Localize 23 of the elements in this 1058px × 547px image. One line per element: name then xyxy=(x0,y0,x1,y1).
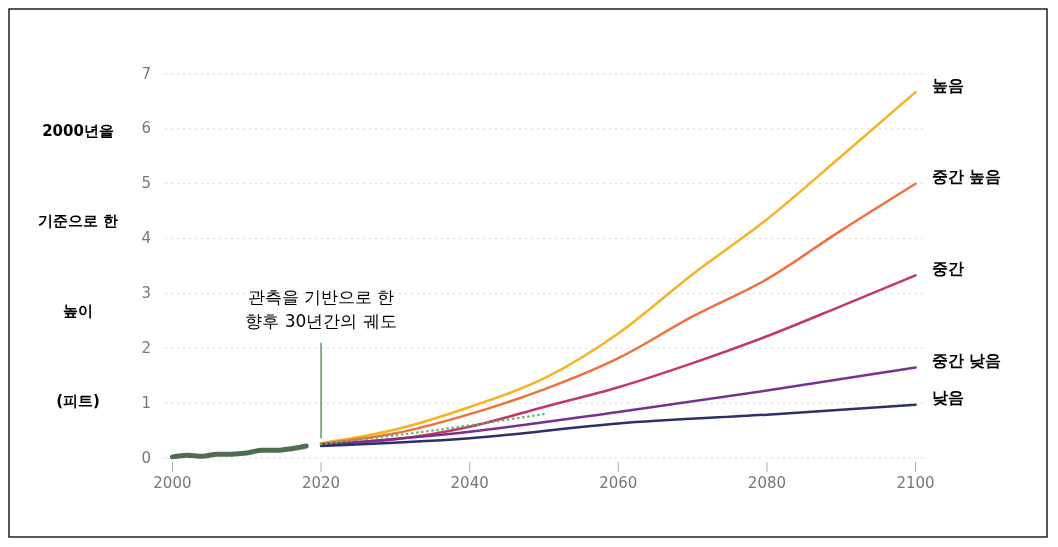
x-tick-label: 2100 xyxy=(896,474,935,492)
line-series xyxy=(319,403,917,448)
series-label: 낮음 xyxy=(931,388,964,408)
x-tick-label: 2000 xyxy=(153,474,192,492)
series-label: 중간 높음 xyxy=(931,167,1002,187)
x-tick-label: 2060 xyxy=(599,474,638,492)
x-tick-label: 2020 xyxy=(301,474,341,492)
y-tick-label: 5 xyxy=(141,174,151,193)
y-tick-label: 3 xyxy=(141,283,151,302)
line-series xyxy=(319,366,917,447)
x-tick-label: 2080 xyxy=(747,474,787,492)
x-tick-label: 2040 xyxy=(450,474,489,492)
y-tick-label: 2 xyxy=(141,338,151,357)
y-tick-label: 7 xyxy=(141,64,151,83)
y-tick-label: 4 xyxy=(141,229,151,248)
text: 2000년을 기준으로 한 높이 (피트) xyxy=(37,122,119,410)
annotation: 관측을 기반으로 한 향후 30년간의 궤도 xyxy=(245,286,397,331)
series-label: 중간 낮음 xyxy=(931,350,1002,370)
y-tick-label: 1 xyxy=(141,393,151,412)
y-tick-label: 0 xyxy=(141,448,151,467)
series-label: 중간 xyxy=(931,258,964,278)
y-tick-label: 6 xyxy=(141,119,151,138)
series-label: 높음 xyxy=(931,75,964,95)
